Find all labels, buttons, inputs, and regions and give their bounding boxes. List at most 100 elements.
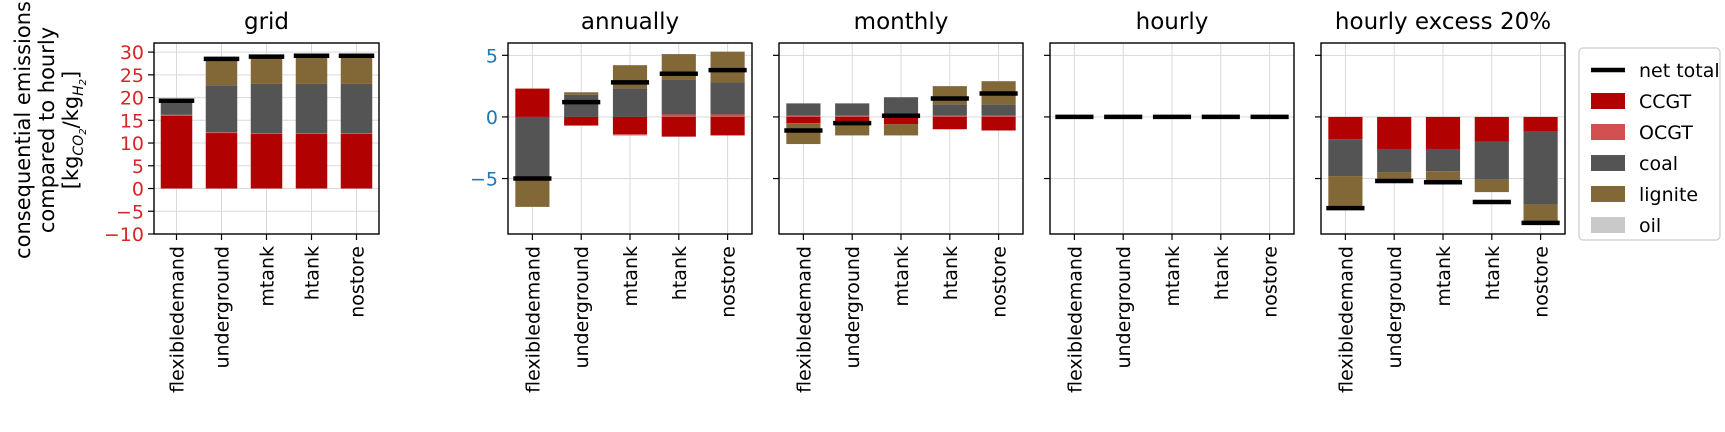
bar-ccgt-mtank	[883, 116, 919, 125]
bar-ocgt-mtank	[612, 134, 648, 136]
y-tick-label: 5	[132, 156, 144, 178]
bar-coal-htank	[661, 79, 696, 115]
ylabel-mid: /kg	[59, 96, 83, 129]
bar-coal-underground	[1377, 148, 1412, 173]
bar-ocgt-flexibledemand	[160, 114, 193, 116]
legend-swatch-coal	[1591, 155, 1625, 171]
bar-lignite-nostore	[710, 51, 745, 83]
bar-lignite-mtank	[612, 65, 648, 89]
bar-coal-flexibledemand	[786, 103, 821, 116]
x-tick-label: flexibledemand	[522, 246, 544, 393]
ylabel-line3: [kgCO2/kgH2]	[59, 71, 89, 190]
legend-label: coal	[1639, 153, 1678, 175]
bar-lignite-htank	[295, 55, 328, 84]
bar-ccgt-flexibledemand	[515, 88, 550, 117]
bar-ccgt-htank	[661, 116, 696, 137]
bar-ocgt-mtank	[250, 133, 283, 134]
bar-ccgt-nostore	[710, 116, 745, 136]
legend-swatch-ccgt	[1591, 93, 1625, 109]
bar-coal-flexibledemand	[160, 102, 193, 115]
y-tick-label: −5	[470, 169, 498, 191]
legend-label: net total	[1639, 60, 1720, 82]
panel-3: flexibledemand underground mtank htank nosto…	[1044, 9, 1295, 393]
bar-lignite-underground	[564, 92, 599, 95]
bar-ccgt-underground	[1377, 116, 1412, 149]
bar-coal-nostore	[340, 83, 373, 134]
bar-ccgt-underground	[205, 133, 238, 189]
bar-ocgt-nostore	[710, 114, 745, 117]
y-tick-label: 20	[120, 88, 144, 110]
bar-ccgt-nostore	[981, 116, 1016, 131]
bar-coal-mtank	[1425, 148, 1461, 172]
bar-lignite-flexibledemand	[515, 178, 550, 207]
bar-ccgt-htank	[295, 133, 328, 189]
bar-ccgt-underground	[564, 116, 599, 126]
bar-ccgt-mtank	[250, 133, 283, 189]
bar-lignite-underground	[1377, 172, 1412, 182]
y-tick-label: −10	[104, 224, 144, 246]
bar-coal-mtank	[883, 97, 919, 116]
x-tick-label: mtank	[257, 246, 279, 307]
x-tick-label: mtank	[891, 246, 913, 307]
panel-title: hourly	[1136, 9, 1209, 35]
legend: net total CCGT OCGT coal lignite oil	[1578, 47, 1721, 241]
x-tick-label: mtank	[1162, 246, 1184, 307]
bar-ccgt-mtank	[612, 116, 648, 135]
bar-lignite-flexibledemand	[1328, 176, 1363, 209]
x-tick-label: flexibledemand	[167, 246, 189, 393]
ylabel-line2: compared to hourly	[35, 27, 59, 233]
panel-title: hourly excess 20%	[1335, 9, 1551, 35]
x-tick-label: flexibledemand	[793, 246, 815, 393]
bar-ccgt-underground	[835, 116, 870, 122]
bar-ocgt-nostore	[981, 115, 1016, 117]
x-tick-label: flexibledemand	[1064, 246, 1086, 393]
legend-swatch-lignite	[1591, 186, 1625, 202]
bar-lignite-mtank	[883, 124, 919, 136]
x-tick-label: htank	[669, 246, 691, 300]
bar-ccgt-nostore	[1523, 116, 1558, 132]
bar-ocgt-underground	[835, 115, 870, 117]
ylabel-sub-co: CO	[71, 135, 87, 156]
y-tick-label: 10	[120, 133, 144, 155]
bar-ccgt-flexibledemand	[160, 115, 193, 189]
ylabel-close: ]	[59, 71, 83, 79]
bar-coal-mtank	[612, 88, 648, 117]
bar-coal-flexibledemand	[515, 116, 550, 179]
x-tick-label: mtank	[1433, 246, 1455, 307]
x-tick-label: htank	[940, 246, 962, 300]
x-tick-label: htank	[1482, 246, 1504, 300]
y-axis-label: consequential emissions compared to hour…	[11, 1, 89, 259]
panel-title: annually	[581, 9, 679, 35]
ylabel-open: [kg	[59, 156, 83, 190]
x-tick-label: nostore	[989, 246, 1011, 318]
legend-label: oil	[1639, 215, 1661, 237]
x-tick-label: nostore	[347, 246, 369, 318]
bar-coal-mtank	[250, 83, 283, 134]
bar-coal-htank	[1474, 141, 1509, 180]
x-tick-label: htank	[302, 246, 324, 300]
bar-ocgt-htank	[661, 114, 696, 117]
panel-1: −5 0 5 flexibledemand underground mtank htank n…	[470, 9, 753, 393]
y-tick-label: 25	[120, 65, 144, 87]
y-tick-label: 30	[120, 42, 144, 64]
bar-ccgt-flexibledemand	[786, 116, 821, 124]
ylabel-sub-co-2: 2	[78, 128, 89, 134]
panel-title: grid	[244, 9, 289, 35]
bar-coal-flexibledemand	[1328, 139, 1363, 177]
bar-coal-underground	[564, 94, 599, 117]
ylabel-sub-h: H	[71, 85, 87, 96]
panel-title: monthly	[854, 9, 949, 35]
bar-lignite-htank	[932, 86, 967, 105]
x-tick-label: underground	[1384, 246, 1406, 369]
legend-swatch-oil	[1591, 217, 1625, 233]
legend-label: lignite	[1639, 184, 1698, 206]
bar-coal-nostore	[1523, 131, 1558, 205]
legend-label: CCGT	[1639, 91, 1692, 113]
bar-ocgt-underground	[205, 132, 238, 134]
bar-ccgt-mtank	[1425, 116, 1461, 149]
x-tick-label: underground	[842, 246, 864, 369]
bar-lignite-flexibledemand	[786, 123, 821, 145]
